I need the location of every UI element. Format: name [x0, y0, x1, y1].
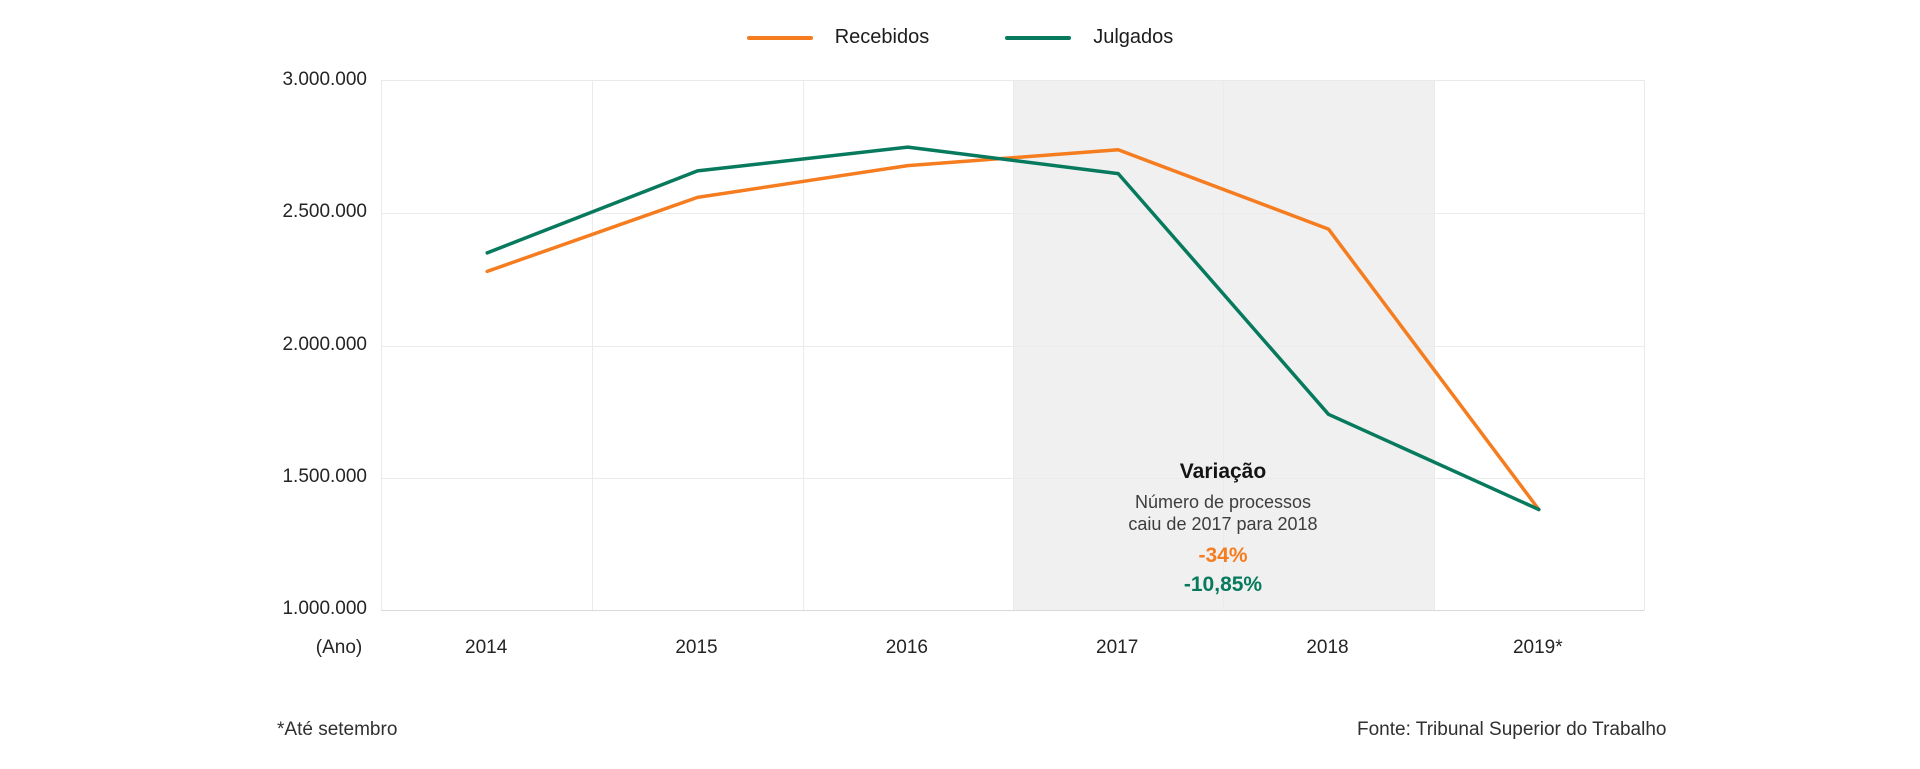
legend-item-julgados: Julgados — [1005, 26, 1173, 49]
series-line-julgados — [485, 145, 1541, 512]
plot-area — [381, 80, 1645, 611]
annotation-value-julgados: -10,85% — [1183, 573, 1263, 596]
x-axis-title: (Ano) — [315, 637, 363, 658]
series-line-recebidos — [485, 148, 1541, 512]
y-tick-label: 2.000.000 — [282, 333, 367, 355]
v-gridline — [1223, 81, 1225, 610]
x-tick-label: 2016 — [885, 637, 928, 658]
x-tick-label: 2015 — [675, 637, 718, 658]
legend-label-recebidos: Recebidos — [834, 26, 930, 48]
legend: Recebidos Julgados — [0, 26, 1920, 49]
y-tick-label: 1.000.000 — [282, 598, 367, 619]
v-gridline — [1013, 81, 1014, 610]
annotation-value-recebidos: -34% — [1198, 544, 1248, 567]
footnote-asterisk: *Até setembro — [277, 719, 398, 740]
y-tick-label: 3.000.000 — [282, 69, 367, 90]
recebidos-line-swatch — [746, 35, 813, 40]
x-tick-label: 2017 — [1096, 637, 1139, 658]
x-tick-label: 2014 — [465, 637, 508, 658]
legend-item-recebidos: Recebidos — [746, 26, 930, 49]
y-tick-label: 2.500.000 — [282, 201, 367, 223]
annotation-title: Variação — [1179, 460, 1267, 483]
x-tick-label: 2019* — [1512, 637, 1563, 658]
footnote-source: Fonte: Tribunal Superior do Trabalho — [1357, 719, 1667, 740]
y-tick-label: 1.500.000 — [282, 465, 367, 487]
v-gridline — [1433, 81, 1435, 610]
legend-label-julgados: Julgados — [1093, 26, 1174, 48]
annotation-text-line2: caiu de 2017 para 2018 — [1128, 514, 1318, 534]
annotation-text-line1: Número de processos — [1134, 492, 1312, 512]
annotation-variacao: Variação Número de processos caiu de 201… — [1128, 460, 1317, 597]
x-tick-label: 2018 — [1306, 637, 1349, 658]
v-gridline — [592, 81, 594, 610]
julgados-line-swatch — [1005, 35, 1072, 40]
series-lines — [485, 145, 1541, 512]
v-gridline — [802, 81, 804, 610]
